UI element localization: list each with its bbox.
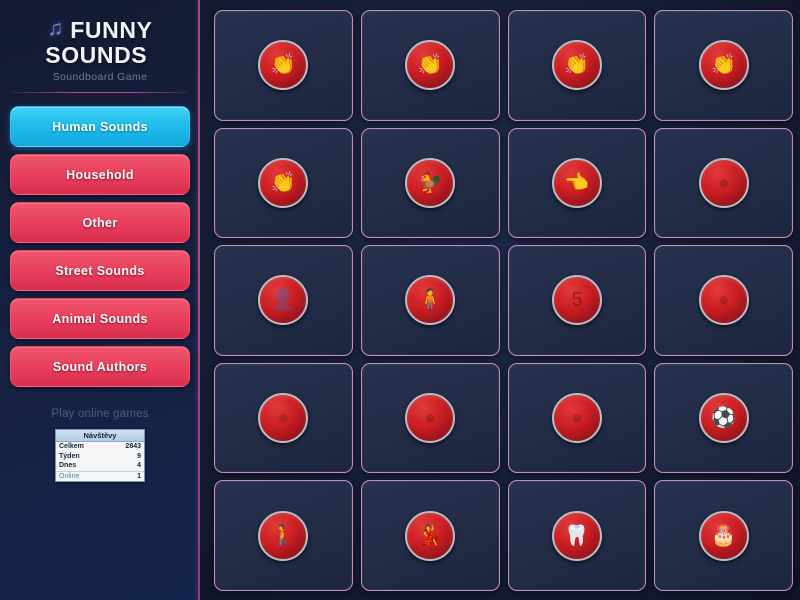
sound-tile-9[interactable]: 👤 (214, 245, 353, 356)
music-note-icon: ♫ (47, 17, 64, 40)
sound-play-knob[interactable]: ● (698, 157, 749, 208)
blank-icon: ● (717, 171, 730, 194)
birthday-cake-icon: 🎂 (711, 524, 737, 547)
sidebar-item-household[interactable]: Household (10, 154, 190, 195)
counter-row: Dnes 4 (56, 461, 144, 471)
counter-label: Dnes (59, 462, 77, 469)
bird-icon: 🐓 (417, 171, 443, 194)
soundboard-panel: 👏 👏 👏 👏 👏 🐓 👈 ● 👤 🧍 5 ● ● ● ● ⚽ 🚶 💃 🦷 🎂 (200, 0, 800, 600)
sound-tile-19[interactable]: 🦷 (507, 480, 647, 591)
app-logo: ♫ FUNNY SOUNDS (10, 18, 190, 68)
sound-tile-17[interactable]: 🚶 (214, 480, 353, 591)
sidebar-item-label: Street Sounds (55, 263, 145, 278)
pointing-hand-icon: 👈 (564, 171, 590, 194)
sidebar-item-label: Other (82, 215, 118, 230)
sound-tile-3[interactable]: 👏 (507, 10, 647, 121)
sidebar-item-label: Sound Authors (52, 359, 148, 374)
counter-label: Online (59, 472, 80, 480)
sound-play-knob[interactable]: 🧍 (405, 275, 456, 326)
counter-value: 9 (137, 452, 141, 460)
soundboard-grid: 👏 👏 👏 👏 👏 🐓 👈 ● 👤 🧍 5 ● ● ● ● ⚽ 🚶 💃 🦷 🎂 (214, 10, 793, 591)
clapping-hands-icon: 👏 (417, 54, 443, 77)
blank-icon: ● (717, 289, 730, 312)
sound-tile-20[interactable]: 🎂 (654, 480, 793, 591)
blank-icon: ● (277, 407, 290, 430)
sound-play-knob[interactable]: 👏 (258, 157, 309, 208)
sound-play-knob[interactable]: 👏 (258, 40, 309, 91)
sound-play-knob[interactable]: 👤 (258, 275, 309, 326)
sidebar-nav: Human Sounds Household Other Street Soun… (10, 106, 190, 387)
standing-person-icon: 🧍 (417, 289, 443, 312)
blank-icon: ● (570, 407, 583, 430)
counter-value: 2843 (125, 443, 141, 450)
sound-tile-11[interactable]: 5 (507, 245, 647, 356)
play-online-games-link[interactable]: Play online games (51, 408, 149, 420)
sound-play-knob[interactable]: 👏 (405, 40, 456, 91)
visitor-counter-widget: Návštěvy Celkem 2843 Týden 9 Dnes 4 Onli… (55, 429, 145, 482)
sound-play-knob[interactable]: 5 (551, 275, 602, 326)
sound-tile-8[interactable]: ● (654, 127, 793, 239)
sound-tile-2[interactable]: 👏 (360, 10, 500, 121)
sidebar-item-street-sounds[interactable]: Street Sounds (10, 250, 190, 291)
sidebar: ♫ FUNNY SOUNDS Soundboard Game Human Sou… (0, 0, 200, 600)
sound-play-knob[interactable]: 👈 (551, 157, 602, 208)
person-silhouette-icon: 🚶 (270, 524, 296, 547)
sound-play-knob[interactable]: 👏 (698, 40, 749, 91)
logo-title-line1: FUNNY (70, 17, 153, 43)
soccer-ball-icon: ⚽ (711, 407, 737, 430)
sound-tile-12[interactable]: ● (654, 245, 793, 356)
sound-play-knob[interactable]: ● (405, 393, 456, 444)
blank-icon: ● (424, 407, 437, 430)
sound-play-knob[interactable]: 🦷 (551, 510, 602, 561)
logo-title-line2: SOUNDS (45, 42, 148, 68)
clapping-hands-icon: 👏 (270, 54, 296, 77)
counter-row: Týden 9 (56, 452, 144, 462)
sound-tile-1[interactable]: 👏 (214, 10, 353, 121)
sidebar-item-label: Human Sounds (52, 119, 148, 134)
sidebar-divider (12, 92, 188, 93)
clapping-hands-icon: 👏 (564, 54, 590, 77)
sound-tile-14[interactable]: ● (360, 362, 500, 474)
sound-tile-15[interactable]: ● (507, 362, 647, 474)
sound-tile-10[interactable]: 🧍 (360, 245, 500, 356)
sound-play-knob[interactable]: ● (551, 393, 602, 444)
sound-play-knob[interactable]: 🎂 (698, 510, 749, 561)
logo-subtitle: Soundboard Game (52, 71, 148, 83)
counter-label: Celkem (59, 443, 84, 450)
sound-play-knob[interactable]: 🐓 (405, 157, 456, 208)
sound-tile-16[interactable]: ⚽ (654, 362, 793, 474)
sound-play-knob[interactable]: ● (698, 275, 749, 326)
sound-tile-6[interactable]: 🐓 (360, 127, 500, 239)
person-icon: 👤 (270, 289, 296, 312)
counter-value: 4 (137, 462, 141, 469)
sidebar-item-label: Household (66, 167, 134, 182)
sound-play-knob[interactable]: ⚽ (698, 393, 749, 444)
sidebar-item-sound-authors[interactable]: Sound Authors (10, 346, 190, 387)
sound-tile-13[interactable]: ● (214, 362, 353, 474)
sound-play-knob[interactable]: 👏 (551, 40, 602, 91)
counter-value: 1 (137, 472, 141, 480)
counter-row: Celkem 2843 (56, 442, 144, 452)
counter-label: Týden (59, 452, 80, 460)
sound-play-knob[interactable]: ● (258, 393, 309, 444)
sidebar-item-human-sounds[interactable]: Human Sounds (10, 106, 190, 147)
sound-play-knob[interactable]: 💃 (405, 510, 456, 561)
counter-row: Online 1 (56, 470, 144, 482)
sidebar-item-other[interactable]: Other (10, 202, 190, 243)
counter-title: Návštěvy (56, 430, 144, 442)
person-icon: 💃 (417, 524, 443, 547)
sound-tile-5[interactable]: 👏 (214, 127, 353, 239)
sound-tile-7[interactable]: 👈 (507, 127, 647, 239)
tooth-icon: 🦷 (564, 524, 590, 547)
number-five-icon: 5 (571, 289, 583, 312)
sound-tile-18[interactable]: 💃 (360, 480, 500, 591)
sidebar-item-animal-sounds[interactable]: Animal Sounds (10, 298, 190, 339)
sound-tile-4[interactable]: 👏 (654, 10, 793, 121)
sidebar-item-label: Animal Sounds (52, 311, 148, 326)
sound-play-knob[interactable]: 🚶 (258, 510, 309, 561)
clapping-hands-icon: 👏 (270, 171, 296, 194)
clapping-hands-icon: 👏 (711, 54, 737, 77)
